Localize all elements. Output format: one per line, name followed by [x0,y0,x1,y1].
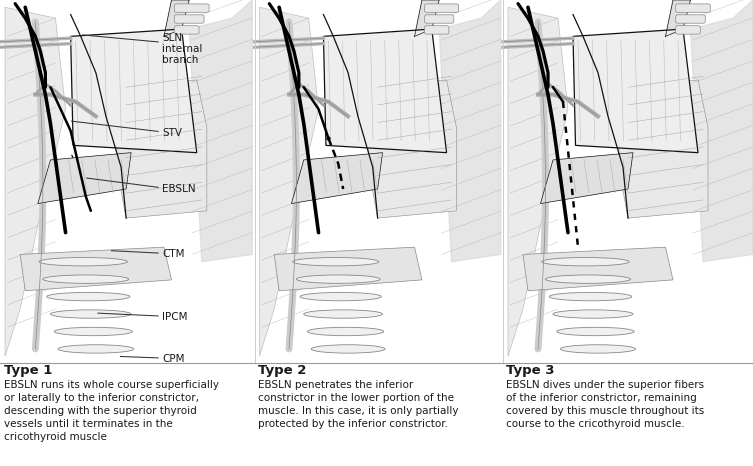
Polygon shape [324,29,447,153]
Text: Type 1: Type 1 [4,364,52,377]
Polygon shape [260,7,319,356]
Text: CTM: CTM [162,249,184,259]
FancyBboxPatch shape [425,15,454,23]
Text: SLN
internal
branch: SLN internal branch [162,33,203,65]
Text: IPCM: IPCM [162,312,187,322]
Polygon shape [38,153,131,204]
Polygon shape [5,7,66,356]
Ellipse shape [293,258,379,266]
Polygon shape [274,247,422,291]
FancyBboxPatch shape [174,4,209,12]
Ellipse shape [54,327,133,336]
Text: EBSLN runs its whole course superficially
or laterally to the inferior constrict: EBSLN runs its whole course superficiall… [4,380,219,442]
Polygon shape [666,0,691,36]
Text: EBSLN penetrates the inferior
constrictor in the lower portion of the
muscle. In: EBSLN penetrates the inferior constricto… [258,380,458,429]
Ellipse shape [549,292,632,301]
FancyBboxPatch shape [675,26,700,34]
Ellipse shape [311,345,385,353]
Ellipse shape [560,345,636,353]
FancyBboxPatch shape [174,15,204,23]
Ellipse shape [541,258,630,266]
Ellipse shape [58,345,134,353]
Ellipse shape [300,292,381,301]
Ellipse shape [303,310,383,318]
Bar [255,0,501,363]
Text: Type 3: Type 3 [506,364,554,377]
Text: Type 2: Type 2 [258,364,306,377]
Ellipse shape [39,258,127,266]
Bar [503,0,753,363]
Polygon shape [116,80,207,218]
Text: EBSLN: EBSLN [162,184,196,194]
Ellipse shape [545,275,630,283]
Polygon shape [523,247,673,291]
Text: STV: STV [162,128,182,138]
Polygon shape [20,247,172,291]
Ellipse shape [307,327,384,336]
FancyBboxPatch shape [675,4,710,12]
Polygon shape [618,80,708,218]
FancyBboxPatch shape [675,15,706,23]
Ellipse shape [47,292,130,301]
Bar [0,0,252,363]
Polygon shape [291,153,383,204]
Polygon shape [189,0,252,262]
Ellipse shape [43,275,129,283]
Ellipse shape [553,310,633,318]
FancyBboxPatch shape [425,26,449,34]
Polygon shape [573,29,698,153]
Text: EBSLN dives under the superior fibers
of the inferior constrictor, remaining
cov: EBSLN dives under the superior fibers of… [506,380,704,429]
Ellipse shape [556,327,634,336]
Text: CPM: CPM [162,354,184,364]
Polygon shape [164,0,189,36]
Polygon shape [508,7,568,356]
Polygon shape [691,0,753,262]
Polygon shape [415,0,439,36]
FancyBboxPatch shape [174,26,199,34]
FancyBboxPatch shape [425,4,459,12]
Ellipse shape [50,310,131,318]
Polygon shape [439,0,501,262]
Polygon shape [71,29,197,153]
Ellipse shape [297,275,380,283]
Polygon shape [541,153,633,204]
Polygon shape [367,80,456,218]
